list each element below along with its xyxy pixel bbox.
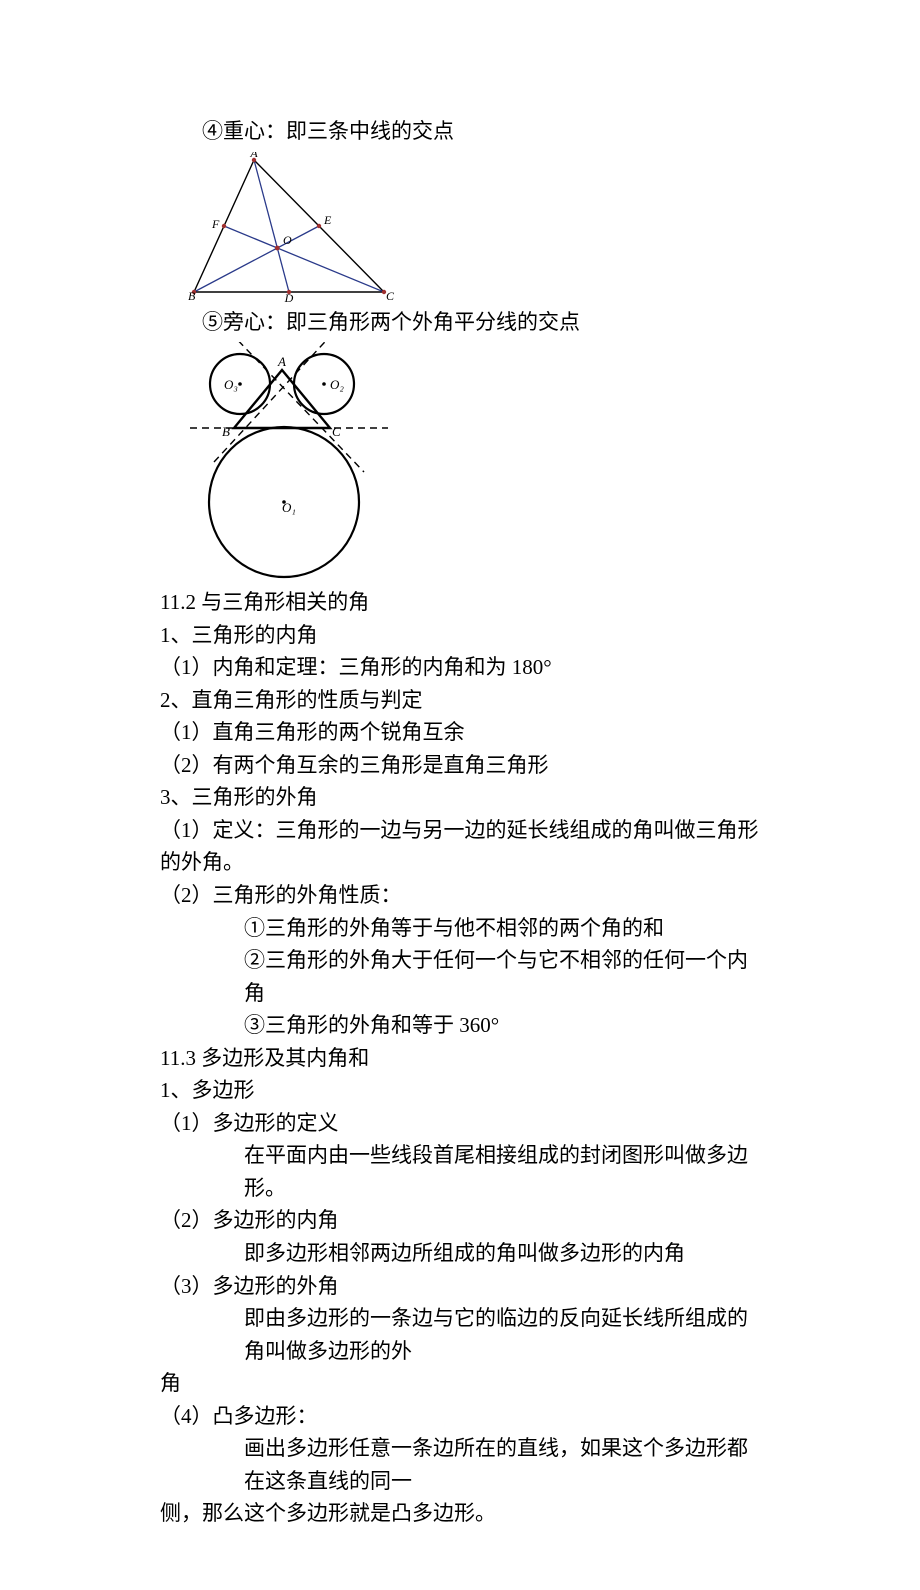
item-p1-4-body-b: 侧，那么这个多边形就是凸多边形。 [160,1497,765,1530]
item-3-2-b: ②三角形的外角大于任何一个与它不相邻的任何一个内角 [160,944,765,1009]
svg-text:A: A [249,152,258,160]
item-p1-3-body-a: 即由多边形的一条边与它的临边的反向延长线所组成的角叫做多边形的外 [160,1302,765,1367]
svg-text:F: F [211,217,220,231]
item-2-2: （2）有两个角互余的三角形是直角三角形 [160,749,765,782]
item-2: 2、直角三角形的性质与判定 [160,684,765,717]
item-p1-1: （1）多边形的定义 [160,1107,765,1140]
svg-text:B: B [222,424,230,439]
svg-text:O₁: O₁ [282,500,296,515]
svg-text:C: C [386,289,394,302]
item-2-1: （1）直角三角形的两个锐角互余 [160,716,765,749]
item-p1-2-body: 即多边形相邻两边所组成的角叫做多边形的内角 [160,1237,765,1270]
excenter-diagram: A B C O₃ O₂ O₁ [184,342,765,582]
svg-text:O₂: O₂ [330,377,344,392]
item-3-1: （1）定义：三角形的一边与另一边的延长线组成的角叫做三角形的外角。 [160,814,765,879]
item-p1-1-body: 在平面内由一些线段首尾相接组成的封闭图形叫做多边形。 [160,1139,765,1204]
centroid-diagram: A B C D E F O [184,152,765,302]
text-excenter-def: ⑤旁心：即三角形两个外角平分线的交点 [160,306,765,339]
svg-text:O₃: O₃ [224,377,238,392]
heading-11-3: 11.3 多边形及其内角和 [160,1042,765,1075]
item-p1: 1、多边形 [160,1074,765,1107]
item-p1-3-body-b: 角 [160,1367,765,1400]
item-p1-2: （2）多边形的内角 [160,1204,765,1237]
item-3-2-c: ③三角形的外角和等于 360° [160,1009,765,1042]
item-3-2-a: ①三角形的外角等于与他不相邻的两个角的和 [160,912,765,945]
svg-text:O: O [283,233,292,247]
text-centroid-def: ④重心：即三条中线的交点 [160,115,765,148]
item-3: 3、三角形的外角 [160,781,765,814]
item-p1-4: （4）凸多边形： [160,1400,765,1433]
svg-text:D: D [284,291,294,302]
item-1: 1、三角形的内角 [160,619,765,652]
svg-text:B: B [188,289,196,302]
item-3-2: （2）三角形的外角性质： [160,879,765,912]
svg-text:C: C [332,424,341,439]
svg-text:A: A [277,354,286,369]
item-p1-4-body-a: 画出多边形任意一条边所在的直线，如果这个多边形都在这条直线的同一 [160,1432,765,1497]
item-1-1: （1）内角和定理：三角形的内角和为 180° [160,651,765,684]
item-p1-3: （3）多边形的外角 [160,1270,765,1303]
svg-text:E: E [323,213,332,227]
heading-11-2: 11.2 与三角形相关的角 [160,586,765,619]
